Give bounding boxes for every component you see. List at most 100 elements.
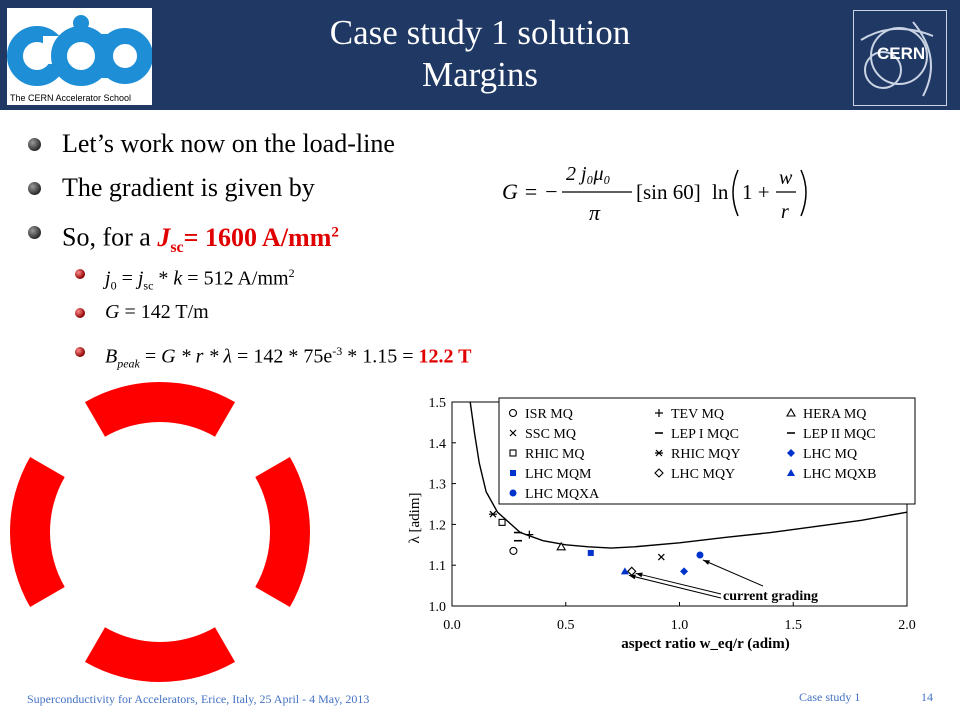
- subbullet-3: Bpeak = G * r * λ = 142 * 75e-3 * 1.15 =…: [28, 336, 548, 375]
- formula-w: w: [779, 167, 793, 189]
- formula-lhs: G = −: [502, 179, 559, 204]
- formula-sin: [sin 60]: [636, 180, 701, 204]
- bullet-dot-icon: [28, 182, 41, 195]
- formula-denominator: π: [589, 200, 601, 225]
- legend-label: LHC MQM: [525, 467, 592, 482]
- cern-logo: CERN: [853, 10, 947, 106]
- cern-logo-text: CERN: [877, 44, 925, 63]
- subbullet-dot-icon: [75, 347, 85, 357]
- sb3-result: 12.2 T: [418, 346, 471, 368]
- data-point-lhc-mqm: [588, 550, 594, 556]
- x-tick-label: 2.0: [898, 618, 916, 633]
- sb1-jsc-sub: sc: [143, 279, 153, 293]
- formula-one-plus: 1 +: [742, 180, 770, 204]
- bullet-3-j: J: [157, 223, 170, 252]
- bullet-2-text: The gradient is given by: [62, 173, 315, 202]
- legend-label: RHIC MQ: [525, 447, 585, 462]
- subbullet-dot-icon: [75, 269, 85, 279]
- sb3-eq: =: [140, 346, 161, 368]
- bullet-1: Let’s work now on the load-line: [28, 126, 548, 170]
- coil-sector-3: [85, 627, 235, 682]
- legend-label: LHC MQXA: [525, 487, 600, 502]
- legend-label: LHC MQY: [671, 467, 735, 482]
- legend-label: TEV MQ: [671, 407, 724, 422]
- bullet-3-prefix: So, for a: [62, 223, 157, 252]
- cas-logo-graphic: The CERN Accelerator School: [7, 8, 152, 105]
- sb3-val: = 142 * 75e: [232, 346, 332, 368]
- lambda-vs-aspect-ratio-chart: 1.0 1.1 1.2 1.3 1.4 1.5 0.0 0.5 1.0 1.5 2.0 λ [adim…: [405, 390, 945, 668]
- legend-label: RHIC MQY: [671, 447, 741, 462]
- coil-graphic: [10, 382, 310, 682]
- subbullet-2: G = 142 T/m: [28, 297, 548, 336]
- formula-graphic: G = − 2 j₀μ₀ π [sin 60] ln 1 + w r: [500, 152, 820, 234]
- x-tick-label: 1.5: [785, 618, 803, 633]
- annotation-arrow: [703, 560, 763, 586]
- sb3-expr: G * r * λ: [161, 346, 232, 368]
- cas-logo-caption: The CERN Accelerator School: [10, 93, 131, 103]
- slide-title: Case study 1 solution Margins: [200, 12, 760, 96]
- bullet-3-sub: sc: [170, 239, 183, 256]
- sb1-k: k: [173, 268, 182, 290]
- x-tick-label: 1.0: [671, 618, 689, 633]
- quadrupole-coil-diagram: [10, 382, 310, 682]
- bullet-1-text: Let’s work now on the load-line: [62, 129, 395, 158]
- legend-marker: [510, 410, 517, 417]
- title-line-2: Margins: [200, 54, 760, 96]
- y-tick-label: 1.2: [429, 518, 447, 533]
- bullet-2: The gradient is given by: [28, 170, 548, 214]
- legend-label: SSC MQ: [525, 427, 576, 442]
- subbullet-1: j0 = jsc * k = 512 A/mm2: [28, 258, 548, 297]
- y-tick-label: 1.1: [429, 559, 447, 574]
- legend-marker: [510, 450, 516, 456]
- formula-numerator: 2 j₀μ₀: [566, 163, 611, 185]
- annotation-arrow: [636, 573, 721, 594]
- bullet-3-value: = 1600 A/mm: [184, 223, 332, 252]
- x-tick-label: 0.0: [443, 618, 461, 633]
- footer-conference: Superconductivity for Accelerators, Eric…: [27, 692, 369, 707]
- y-axis-label: λ [adim]: [407, 492, 423, 543]
- sb3-sub: peak: [117, 357, 140, 371]
- footer-section: Case study 1: [799, 690, 860, 705]
- title-line-1: Case study 1 solution: [200, 12, 760, 54]
- sb3-exp: -3: [332, 344, 342, 358]
- legend-marker: [510, 470, 516, 476]
- legend-label: LEP I MQC: [671, 427, 739, 442]
- data-point-isr-mq: [510, 547, 517, 554]
- chart-graphic: 1.0 1.1 1.2 1.3 1.4 1.5 0.0 0.5 1.0 1.5 2.0 λ [adim…: [405, 390, 945, 668]
- formula-r: r: [781, 201, 789, 223]
- coil-sector-2: [255, 457, 310, 607]
- data-point-lhc-mqy: [628, 567, 636, 575]
- data-point-lhc-mq: [680, 567, 688, 575]
- legend-label: LHC MQ: [803, 447, 857, 462]
- data-point-rhic-mq: [499, 519, 505, 525]
- sb1-val: = 512 A/mm: [182, 268, 288, 290]
- legend-label: ISR MQ: [525, 407, 573, 422]
- legend-label: LEP II MQC: [803, 427, 876, 442]
- subbullet-dot-icon: [75, 308, 85, 318]
- annotation-arrow: [629, 575, 721, 598]
- sb2-val: = 142 T/m: [119, 301, 208, 323]
- cern-logo-graphic: CERN: [853, 10, 947, 106]
- current-grading-annotation: current grading: [723, 589, 818, 604]
- x-tick-label: 0.5: [557, 618, 575, 633]
- bullet-dot-icon: [28, 138, 41, 151]
- bullet-dot-icon: [28, 226, 41, 239]
- coil-sector-4: [10, 457, 65, 607]
- cas-logo: The CERN Accelerator School: [7, 8, 152, 105]
- legend-label: HERA MQ: [803, 407, 866, 422]
- y-tick-label: 1.0: [429, 600, 447, 615]
- legend-marker: [510, 490, 517, 497]
- y-tick-label: 1.4: [429, 437, 447, 452]
- x-axis-label: aspect ratio w_eq/r (adim): [621, 636, 789, 652]
- bullet-list: Let’s work now on the load-line The grad…: [28, 126, 548, 375]
- y-tick-label: 1.5: [429, 396, 447, 411]
- bullet-3: So, for a Jsc= 1600 A/mm2: [28, 214, 548, 258]
- y-tick-label: 1.3: [429, 478, 447, 493]
- sb1-sup: 2: [289, 266, 295, 280]
- sb3-tail: * 1.15 =: [342, 346, 418, 368]
- footer-page-number: 14: [921, 690, 933, 705]
- sb3-b: B: [105, 346, 117, 368]
- sb1-star: *: [153, 268, 173, 290]
- gradient-formula: G = − 2 j₀μ₀ π [sin 60] ln 1 + w r: [500, 152, 820, 234]
- data-point-rhic-mqy: [489, 511, 497, 517]
